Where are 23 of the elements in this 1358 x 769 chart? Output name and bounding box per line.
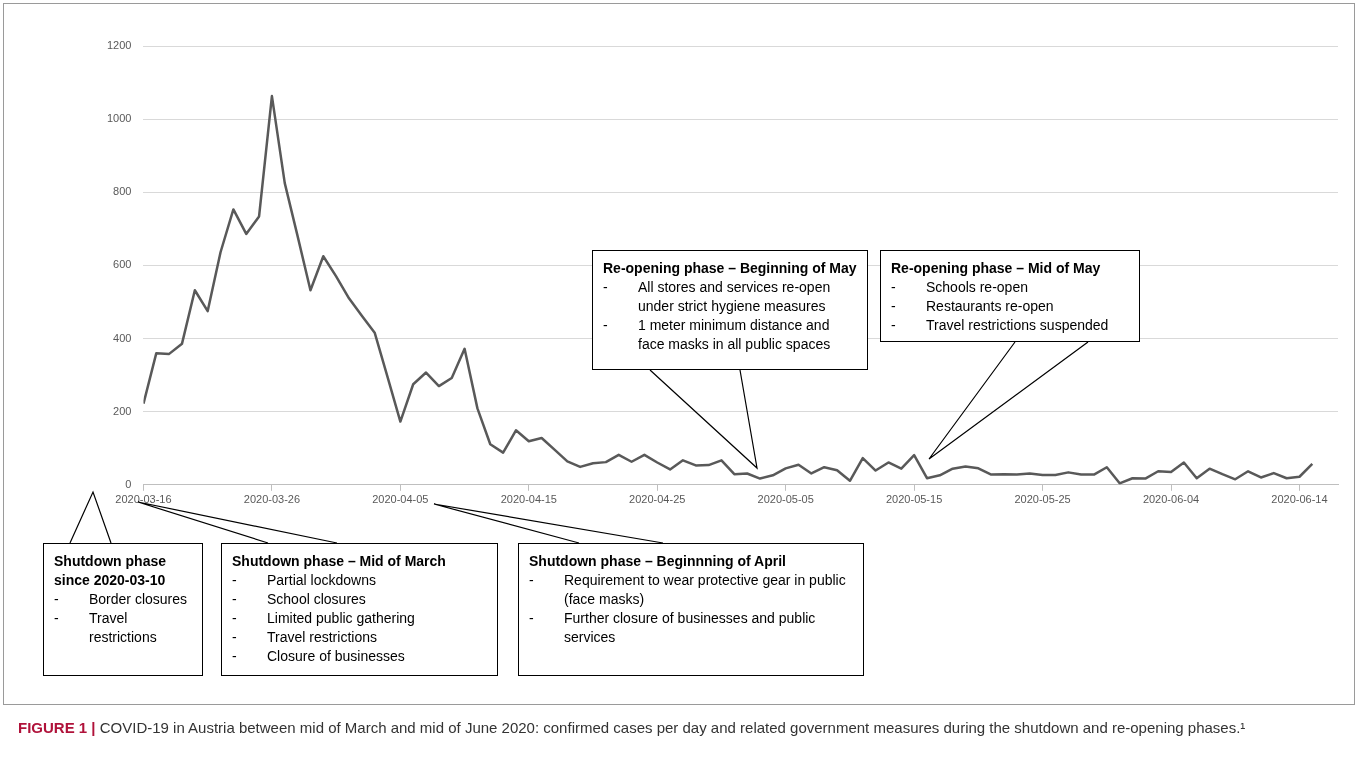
x-tick-label: 2020-06-04	[1142, 493, 1200, 506]
y-tick-label: 200	[113, 404, 132, 417]
callout-box: Shutdown phase – Mid of March - Partial lockdowns - School closures - Limited public gathering - Travel restrictions - Closure of businesses	[221, 543, 498, 676]
x-tick-label: 2020-06-14	[1271, 493, 1328, 506]
x-tick-label: 2020-04-25	[629, 493, 686, 506]
callout-box: Re-opening phase – Beginning of May - All stores and services re-open under strict hygiene measures - 1 meter minimum distance and face masks in all public spaces	[592, 250, 868, 370]
x-tick-label: 2020-04-15	[500, 493, 557, 506]
x-tick-label: 2020-03-26	[243, 493, 301, 506]
y-tick-label: 400	[113, 331, 132, 344]
y-tick-label: 0	[125, 477, 132, 490]
callout-box: Shutdown phase since 2020-03-10 - Border closures - Travel restrictions	[43, 543, 203, 676]
y-tick-label: 1200	[106, 39, 132, 52]
caption: FIGURE 1 | COVID-19 in Austria between mid of March and mid of June 2020: confirmed cases per day and related government measures during the shutdown and re-opening phases.¹	[18, 719, 1246, 736]
y-tick-label: 800	[113, 185, 132, 198]
x-tick-label: 2020-05-15	[885, 493, 943, 506]
y-tick-label: 1000	[106, 112, 132, 125]
x-tick-label: 2020-04-05	[372, 493, 429, 506]
callout-box: Re-opening phase – Mid of May - Schools re-open - Restaurants re-open - Travel restrictions suspended	[880, 250, 1140, 342]
x-tick-label: 2020-03-16	[115, 493, 172, 506]
y-tick-label: 600	[113, 258, 132, 271]
callout-box: Shutdown phase – Beginnning of April - Requirement to wear protective gear in public (face masks) - Further closure of businesses and public services	[518, 543, 864, 676]
x-tick-label: 2020-05-25	[1014, 493, 1071, 506]
x-tick-label: 2020-05-05	[757, 493, 814, 506]
